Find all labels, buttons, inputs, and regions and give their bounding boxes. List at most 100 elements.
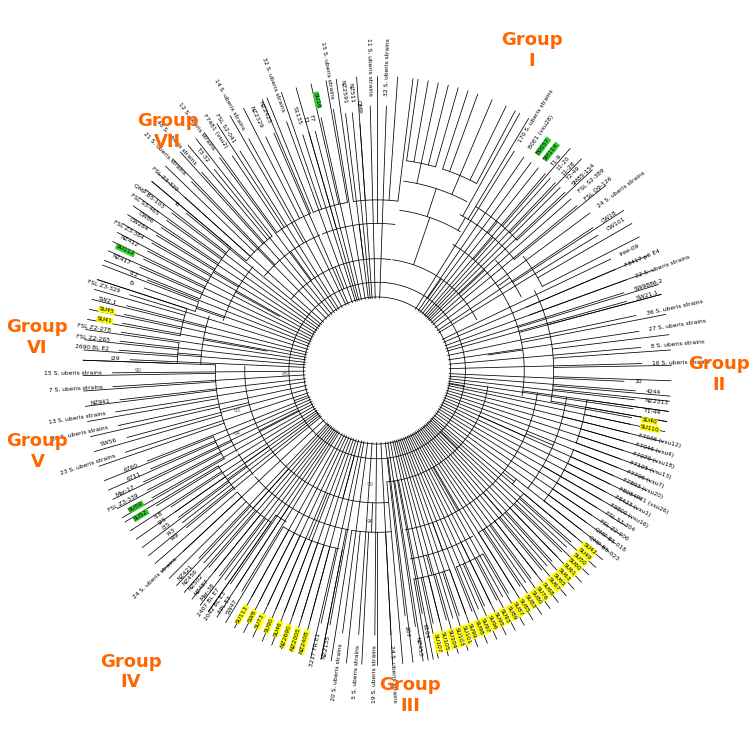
Text: NZ941: NZ941 bbox=[89, 399, 110, 406]
Text: F7481 (vsu2): F7481 (vsu2) bbox=[203, 113, 229, 149]
Text: SU16: SU16 bbox=[313, 92, 321, 108]
Text: SU95: SU95 bbox=[493, 611, 504, 628]
Text: SU99: SU99 bbox=[467, 622, 477, 639]
Text: 2690 BL E2: 2690 BL E2 bbox=[75, 345, 109, 352]
Text: 90: 90 bbox=[135, 368, 141, 373]
Text: SU112: SU112 bbox=[116, 244, 135, 257]
Text: Group
VI: Group VI bbox=[7, 318, 68, 357]
Text: NZ2408: NZ2408 bbox=[299, 630, 310, 654]
Text: 48 S. uberis strains: 48 S. uberis strains bbox=[155, 120, 197, 166]
Text: FSL S3-465: FSL S3-465 bbox=[129, 193, 160, 216]
Text: F7125 (vsu13): F7125 (vsu13) bbox=[629, 460, 672, 480]
Text: SU113: SU113 bbox=[235, 605, 249, 625]
Text: NZ2313: NZ2313 bbox=[644, 399, 668, 406]
Text: Group
V: Group V bbox=[7, 432, 68, 471]
Text: SU46: SU46 bbox=[273, 621, 283, 637]
Text: SW47: SW47 bbox=[225, 599, 239, 616]
Text: 96: 96 bbox=[367, 519, 373, 524]
Text: SU105: SU105 bbox=[440, 631, 449, 651]
Text: F7893 (vsu20): F7893 (vsu20) bbox=[622, 478, 664, 500]
Text: SU41: SU41 bbox=[97, 316, 113, 324]
Text: NZ2135: NZ2135 bbox=[321, 635, 330, 659]
Text: I5: I5 bbox=[129, 280, 135, 287]
Text: 170 S. uberis strains: 170 S. uberis strains bbox=[518, 89, 555, 144]
Text: I49: I49 bbox=[170, 532, 180, 542]
Text: SU89: SU89 bbox=[506, 605, 517, 621]
Text: 12 S. uberis strains: 12 S. uberis strains bbox=[177, 102, 215, 151]
Text: NZ417: NZ417 bbox=[111, 253, 132, 265]
Text: 22 S. uberis strains: 22 S. uberis strains bbox=[635, 254, 691, 279]
Text: SU101: SU101 bbox=[460, 625, 471, 645]
Text: 38 S. uberis strains: 38 S. uberis strains bbox=[51, 425, 109, 442]
Text: CW86: CW86 bbox=[137, 210, 154, 224]
Text: SU42: SU42 bbox=[581, 542, 597, 556]
Text: 16 S. uberis strains: 16 S. uberis strains bbox=[652, 359, 710, 366]
Text: 21 S. uberis strains: 21 S. uberis strains bbox=[142, 131, 186, 176]
Text: 2407 BL E7: 2407 BL E7 bbox=[197, 587, 221, 617]
Text: T1: T1 bbox=[302, 115, 308, 124]
Text: SU107: SU107 bbox=[433, 633, 442, 653]
Text: 32 S. uberis strains: 32 S. uberis strains bbox=[261, 57, 286, 113]
Text: SW56: SW56 bbox=[100, 438, 118, 447]
Text: 5 S. uberis strains: 5 S. uberis strains bbox=[352, 645, 361, 699]
Text: B0057: B0057 bbox=[535, 137, 551, 156]
Text: SU104: SU104 bbox=[447, 629, 457, 649]
Text: SW9886.2: SW9886.2 bbox=[633, 278, 664, 292]
Text: 4244: 4244 bbox=[646, 389, 661, 395]
Text: 19 S. uberis strains: 19 S. uberis strains bbox=[372, 645, 377, 703]
Text: 14 S. uberis strains: 14 S. uberis strains bbox=[214, 79, 246, 131]
Text: SU96: SU96 bbox=[487, 614, 497, 631]
Text: Group
VII: Group VII bbox=[137, 112, 198, 151]
Text: SU97: SU97 bbox=[480, 617, 491, 634]
Text: 24 S. uberis strains: 24 S. uberis strains bbox=[389, 645, 397, 703]
Text: I43: I43 bbox=[166, 527, 176, 536]
Text: T1-9: T1-9 bbox=[550, 154, 562, 167]
Text: FSL S2-389: FSL S2-389 bbox=[577, 168, 606, 194]
Text: 20 S. uberis strains: 20 S. uberis strains bbox=[331, 643, 344, 701]
Text: 11-20: 11-20 bbox=[556, 156, 571, 172]
Text: 64: 64 bbox=[234, 431, 241, 436]
Text: SU40: SU40 bbox=[641, 417, 658, 425]
Text: NZ2690: NZ2690 bbox=[280, 624, 292, 648]
Text: 24 S. uberis strains: 24 S. uberis strains bbox=[132, 556, 178, 599]
Text: FPL E3: FPL E3 bbox=[218, 595, 233, 614]
Text: I18: I18 bbox=[153, 511, 164, 520]
Text: SU73: SU73 bbox=[255, 614, 265, 630]
Text: SU80: SU80 bbox=[529, 590, 543, 605]
Text: 6104: 6104 bbox=[422, 623, 429, 639]
Text: SU110: SU110 bbox=[640, 424, 660, 433]
Text: FSL S2-041: FSL S2-041 bbox=[215, 113, 237, 144]
Text: 13 S. uberis strains: 13 S. uberis strains bbox=[48, 411, 106, 425]
Text: NZ2005: NZ2005 bbox=[289, 627, 301, 651]
Text: Mar-17: Mar-17 bbox=[114, 484, 135, 498]
Text: I35: I35 bbox=[161, 522, 172, 531]
Text: SW2.1: SW2.1 bbox=[98, 296, 117, 305]
Text: FSL Z3-339: FSL Z3-339 bbox=[107, 493, 140, 513]
Text: I6: I6 bbox=[172, 202, 180, 209]
Text: FSL S3-304: FSL S3-304 bbox=[604, 511, 635, 533]
Text: F3417 pit E4: F3417 pit E4 bbox=[624, 248, 661, 268]
Text: B0E1 (vsu28): B0E1 (vsu28) bbox=[528, 114, 554, 150]
Text: NZ453: NZ453 bbox=[414, 637, 423, 657]
Text: 24 S. uberis strains: 24 S. uberis strains bbox=[596, 170, 646, 209]
Text: 15 S. uberis strains: 15 S. uberis strains bbox=[44, 370, 102, 376]
Text: QMP B5-018: QMP B5-018 bbox=[593, 527, 626, 553]
Text: I29: I29 bbox=[110, 356, 120, 362]
Text: SM85-154: SM85-154 bbox=[571, 162, 596, 187]
Text: 11-28: 11-28 bbox=[561, 161, 576, 177]
Text: SU50: SU50 bbox=[572, 552, 587, 567]
Text: NZ456: NZ456 bbox=[181, 569, 199, 587]
Text: QMP B5-023: QMP B5-023 bbox=[587, 534, 620, 561]
Text: SU76: SU76 bbox=[535, 585, 549, 601]
Text: Group
III: Group III bbox=[380, 677, 441, 715]
Text: F8084PE1 (vsu26): F8084PE1 (vsu26) bbox=[618, 486, 669, 514]
Text: NZ421: NZ421 bbox=[176, 564, 194, 582]
Text: SU83: SU83 bbox=[524, 594, 537, 609]
Text: SW8: SW8 bbox=[246, 609, 257, 623]
Text: I25: I25 bbox=[157, 516, 168, 525]
Text: SU59: SU59 bbox=[128, 501, 144, 513]
Text: SU52: SU52 bbox=[133, 509, 149, 522]
Text: SU67: SU67 bbox=[547, 576, 560, 592]
Text: FSL Z2-278: FSL Z2-278 bbox=[77, 323, 111, 333]
Text: Group
II: Group II bbox=[688, 355, 750, 393]
